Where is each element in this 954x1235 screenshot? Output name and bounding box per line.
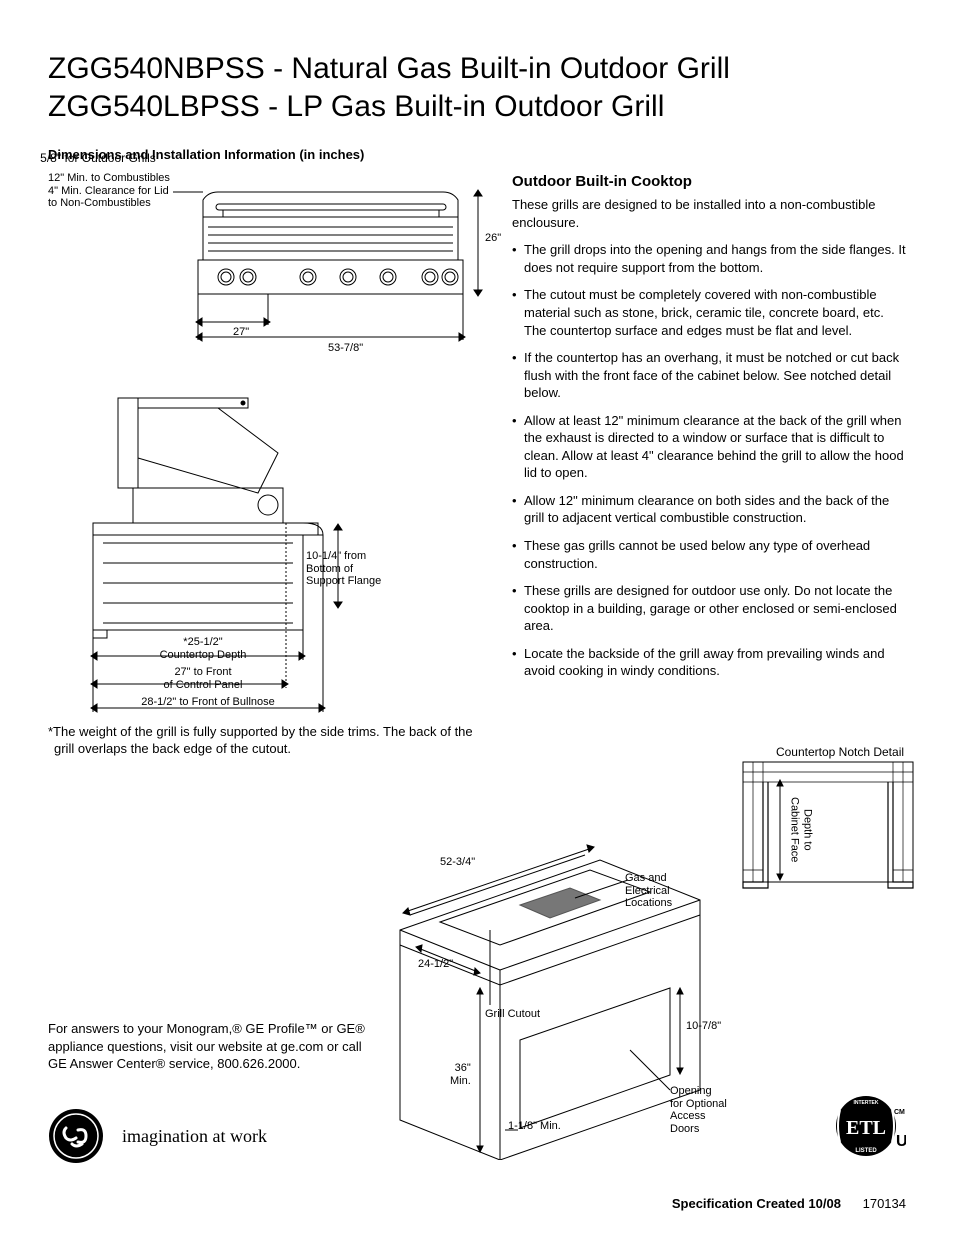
bullet-item: If the countertop has an overhang, it mu… — [512, 349, 906, 402]
spec-created: Specification Created 10/08 170134 — [672, 1196, 906, 1211]
to-bullnose-label: 28-1/2" to Front of Bullnose — [108, 696, 308, 709]
tagline-text: imagination at work — [122, 1126, 267, 1147]
diagram-front-view: 12" Min. to Combustibles 4" Min. Clearan… — [48, 172, 488, 382]
svg-text:ETL: ETL — [846, 1117, 886, 1139]
main-columns: 12" Min. to Combustibles 4" Min. Clearan… — [48, 172, 906, 758]
notch-title: Countertop Notch Detail — [760, 746, 920, 760]
title-line-1: ZGG540NBPSS - Natural Gas Built-in Outdo… — [48, 52, 730, 85]
svg-text:CM: CM — [894, 1109, 905, 1116]
grill-cutout-label: Grill Cutout — [485, 1008, 540, 1021]
dim-door-h: 10-7/8" — [686, 1020, 721, 1033]
cutout-diagram: 52-3/4" 24-1/2" Gas and Electrical Locat… — [370, 830, 730, 1160]
bullet-item: The grill drops into the opening and han… — [512, 241, 906, 276]
flange-label: 10-1/4" from Bottom of Support Flange — [306, 550, 381, 588]
to-panel-label: 27" to Front of Control Panel — [148, 666, 258, 691]
bullet-list: The grill drops into the opening and han… — [512, 241, 906, 679]
dim-door-min: 1-1/8" Min. — [508, 1120, 561, 1133]
ge-branding: imagination at work — [48, 1108, 267, 1164]
page-title: ZGG540NBPSS - Natural Gas Built-in Outdo… — [48, 50, 906, 125]
opening-label: Opening for Optional Access Doors — [670, 1085, 730, 1136]
dimensions-heading: Dimensions and Installation Information … — [48, 147, 906, 162]
title-line-2: ZGG540LBPSS - LP Gas Built-in Outdoor Gr… — [48, 90, 664, 123]
dim-cutout-depth: 24-1/2" — [418, 958, 453, 971]
dim-cutout-width: 52-3/4" — [440, 856, 475, 869]
bullet-item: These gas grills cannot be used below an… — [512, 537, 906, 572]
diagrams-column: 12" Min. to Combustibles 4" Min. Clearan… — [48, 172, 488, 758]
ge-logo-icon — [48, 1108, 104, 1164]
diagram-side-view: 10-1/4" from Bottom of Support Flange *2… — [48, 388, 488, 718]
bullet-item: Locate the backside of the grill away fr… — [512, 645, 906, 680]
dim-height-26: 26" — [485, 232, 501, 245]
notch-detail: Countertop Notch Detail Depth to Cabinet… — [738, 750, 918, 900]
dim-depth-27: 27" — [233, 326, 249, 339]
footnote-weight: *The weight of the grill is fully suppor… — [48, 724, 488, 758]
grill-side-svg — [48, 388, 488, 718]
bullet-item: Allow at least 12" minimum clearance at … — [512, 412, 906, 482]
clearance-note: 12" Min. to Combustibles 4" Min. Clearan… — [48, 172, 170, 210]
svg-text:US: US — [896, 1133, 906, 1150]
section-heading: Outdoor Built-in Cooktop — [512, 172, 906, 192]
bullet-item: The cutout must be completely covered wi… — [512, 286, 906, 339]
notch-depth-label: Depth to Cabinet Face — [788, 795, 813, 865]
gas-elec-label: Gas and Electrical Locations — [625, 872, 672, 910]
contact-text: For answers to your Monogram,® GE Profil… — [48, 1020, 378, 1073]
text-column: Outdoor Built-in Cooktop These grills ar… — [512, 172, 906, 758]
svg-text:INTERTEK: INTERTEK — [854, 1100, 879, 1106]
etl-listed-icon: INTERTEK ETL LISTED US CM — [834, 1090, 906, 1162]
notch-svg — [738, 750, 918, 900]
dim-36min: 36" Min. — [450, 1062, 471, 1087]
section-intro: These grills are designed to be installe… — [512, 196, 906, 231]
notch-bottom-label: 5/8" for Outdoor Grills — [28, 152, 168, 166]
spec-created-label: Specification Created 10/08 — [672, 1196, 841, 1211]
bullet-item: Allow 12" minimum clearance on both side… — [512, 492, 906, 527]
spec-number: 170134 — [863, 1196, 906, 1211]
svg-text:LISTED: LISTED — [855, 1148, 877, 1154]
dim-width-53: 53-7/8" — [328, 342, 363, 355]
countertop-depth-label: *25-1/2" Countertop Depth — [148, 636, 258, 661]
bullet-item: These grills are designed for outdoor us… — [512, 582, 906, 635]
